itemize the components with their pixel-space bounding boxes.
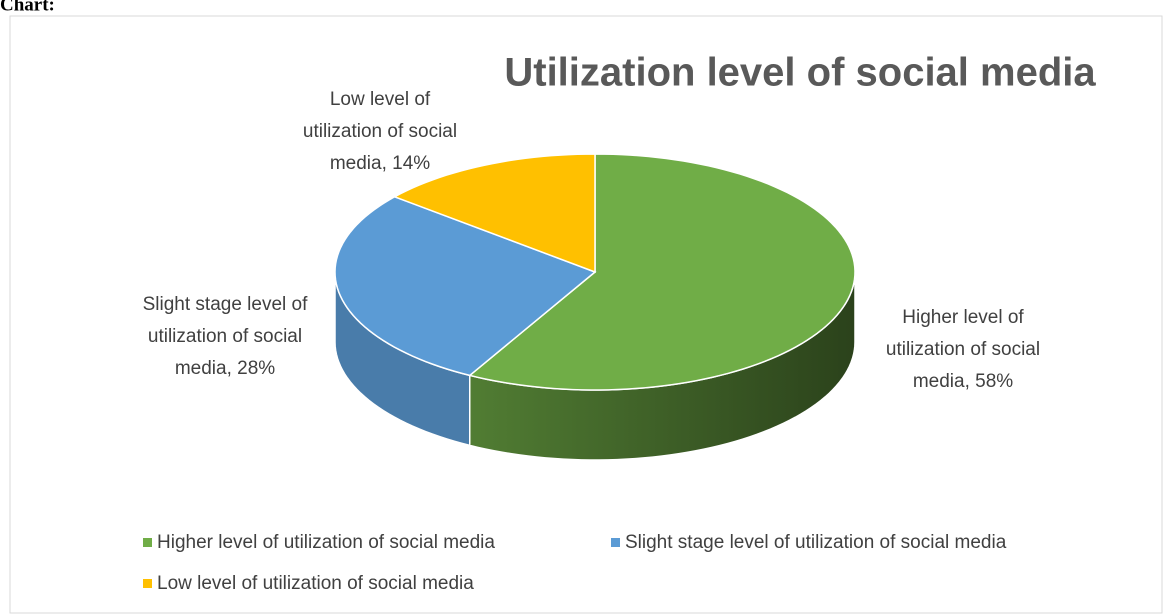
legend-swatch xyxy=(611,538,620,547)
legend-swatch xyxy=(143,579,152,588)
data-label: Low level of utilization of social media, … xyxy=(303,89,457,174)
pie-slice xyxy=(334,195,597,377)
chart-title: Utilization level of social media xyxy=(504,51,1096,95)
legend-label: Higher level of utilization of social me… xyxy=(157,532,495,553)
data-label: Slight stage level of utilization of soci… xyxy=(143,294,308,379)
legend-swatch xyxy=(143,538,152,547)
data-label: Higher level of utilization of social medi… xyxy=(886,307,1040,392)
legend-label: Slight stage level of utilization of soc… xyxy=(625,532,1007,553)
heading: Chart: xyxy=(0,0,55,15)
legend-label: Low level of utilization of social media xyxy=(157,573,474,594)
pie-slice xyxy=(392,153,596,274)
pie-slice xyxy=(468,153,856,391)
